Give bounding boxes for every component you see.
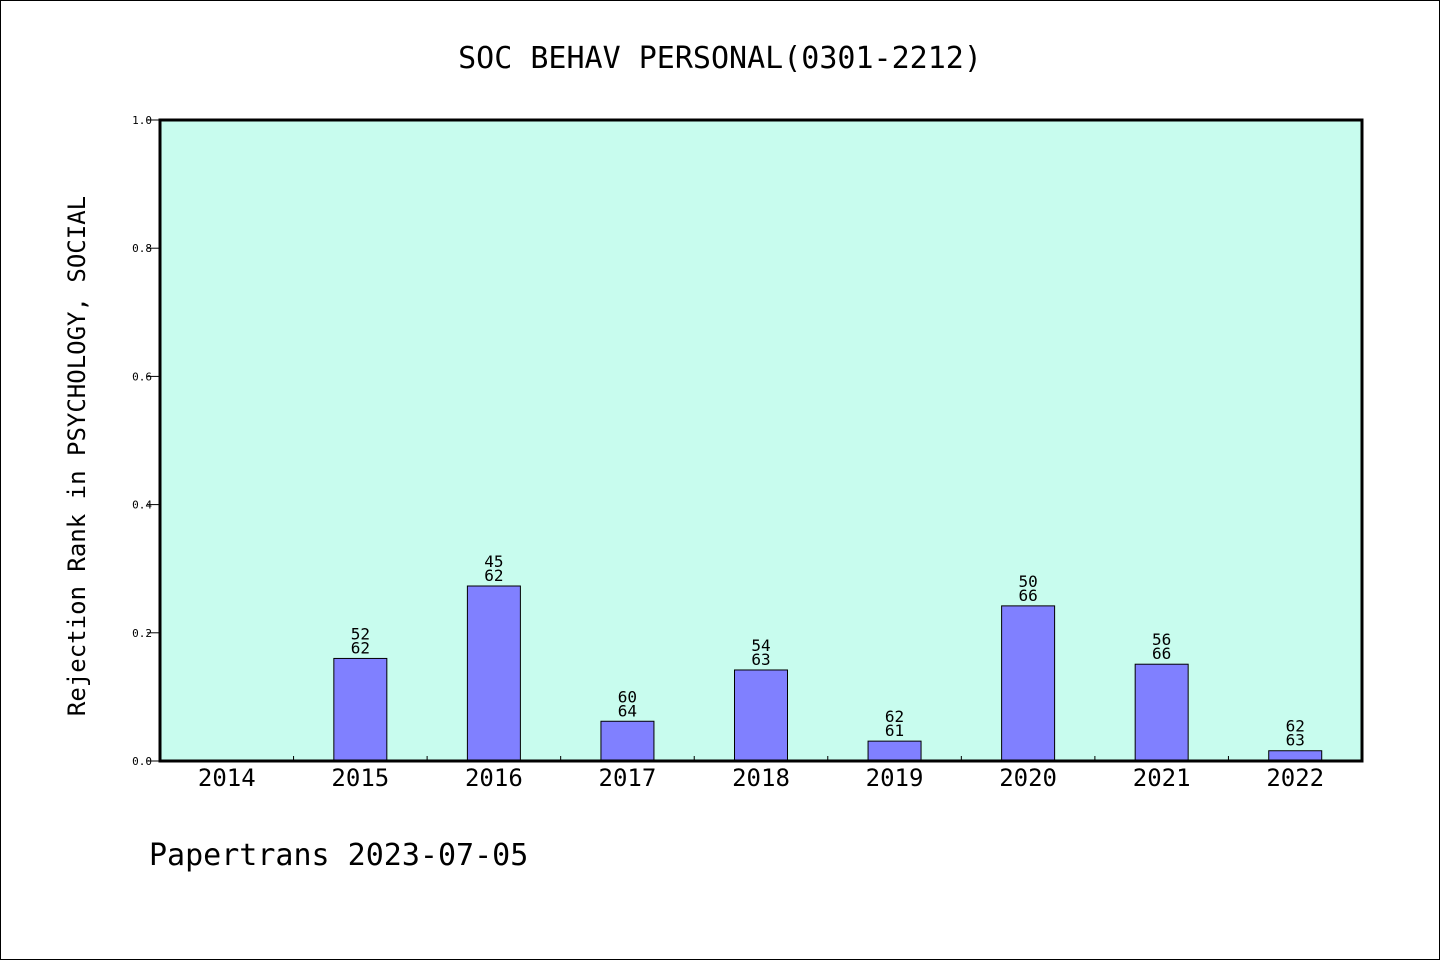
- data-label-bottom: 64: [618, 701, 637, 720]
- plot-area: [160, 120, 1362, 761]
- y-axis: 0.0 0.2 0.4 0.6 0.8 1.0: [132, 114, 160, 768]
- x-tick-label: 2020: [999, 764, 1057, 792]
- x-tick-label: 2022: [1266, 764, 1324, 792]
- data-label-top: 54: [751, 636, 770, 655]
- chart-title: SOC BEHAV PERSONAL(0301-2212): [458, 41, 982, 76]
- x-tick-label: 2017: [599, 764, 657, 792]
- x-tick-label: 2018: [732, 764, 790, 792]
- data-label-bottom: 63: [1286, 731, 1305, 750]
- data-label-bottom: 66: [1018, 586, 1037, 605]
- data-label-bottom: 62: [484, 566, 503, 585]
- y-tick-label: 0.8: [132, 242, 152, 255]
- plot-border: [158, 118, 1364, 763]
- bar-2018: [734, 669, 788, 762]
- footer-credit: Papertrans 2023-07-05: [149, 838, 528, 873]
- y-tick-label: 0.0: [132, 755, 152, 768]
- bars: [333, 585, 1323, 762]
- data-label-bottom: 62: [351, 638, 370, 657]
- bar-2015: [333, 657, 388, 762]
- data-label-top: 56: [1152, 630, 1171, 649]
- y-tick-label: 0.2: [132, 627, 152, 640]
- bar-2021: [1134, 663, 1189, 762]
- data-label-top: 62: [1286, 717, 1305, 736]
- data-label-top: 45: [484, 552, 503, 571]
- x-tick-label: 2014: [198, 764, 256, 792]
- data-label-top: 62: [885, 707, 904, 726]
- bar-2017: [600, 720, 655, 762]
- y-tick-label: 1.0: [132, 114, 152, 127]
- data-label-bottom: 66: [1152, 644, 1171, 663]
- x-tick-label: 2016: [465, 764, 523, 792]
- data-label-top: 50: [1018, 572, 1037, 591]
- bar-2019: [867, 740, 922, 762]
- data-label-top: 60: [618, 687, 637, 706]
- data-label-bottom: 61: [885, 721, 904, 740]
- x-tick-label: 2019: [866, 764, 924, 792]
- bar-2022: [1268, 750, 1323, 762]
- data-label-bottom: 63: [751, 650, 770, 669]
- x-axis: 2014 2015 2016 2017 2018 2019 2020 2021 2022: [198, 756, 1324, 792]
- y-tick-label: 0.4: [132, 499, 152, 512]
- x-tick-label: 2021: [1133, 764, 1191, 792]
- data-label-top: 52: [351, 624, 370, 643]
- x-tick-label: 2015: [331, 764, 389, 792]
- bar-2016: [466, 585, 521, 762]
- bar-2020: [1001, 605, 1056, 762]
- y-axis-label: Rejection Rank in PSYCHOLOGY, SOCIAL: [63, 196, 91, 716]
- y-tick-label: 0.6: [132, 370, 152, 383]
